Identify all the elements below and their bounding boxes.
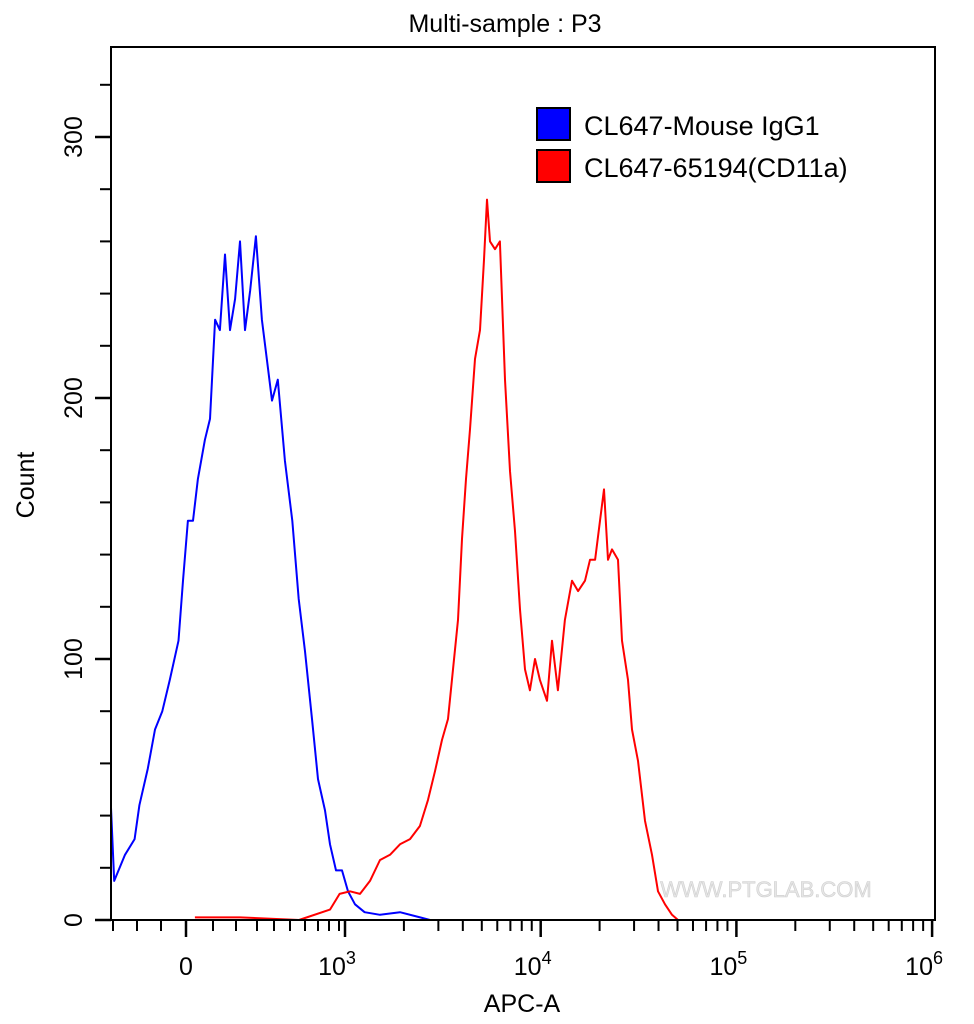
legend: CL647-Mouse IgG1 CL647-65194(CD11a) — [536, 107, 848, 183]
x-tick-label: 105 — [709, 948, 747, 981]
x-axis-label: APC-A — [484, 990, 561, 1018]
x-tick-label: 103 — [318, 948, 356, 981]
y-tick-label: 200 — [60, 377, 88, 419]
series-line-2 — [194, 198, 679, 921]
y-tick-label: 300 — [60, 116, 88, 158]
legend-swatch — [536, 107, 571, 141]
plot-frame — [110, 46, 936, 921]
x-tick-label: 106 — [905, 948, 943, 981]
legend-label: CL647-Mouse IgG1 — [584, 111, 820, 141]
series-line-1 — [110, 235, 431, 921]
chart-title: Multi-sample : P3 — [408, 10, 601, 38]
y-tick-label: 100 — [60, 638, 88, 680]
legend-label: CL647-65194(CD11a) — [584, 153, 848, 183]
y-axis: 0 100 200 300 — [60, 83, 111, 927]
y-tick-label: 0 — [60, 913, 88, 927]
x-tick-label: 0 — [179, 953, 193, 981]
y-axis-label: Count — [12, 452, 40, 519]
legend-swatch — [536, 149, 571, 183]
x-tick-label: 104 — [514, 948, 552, 981]
watermark: WWW.PTGLAB.COM — [660, 877, 871, 902]
x-axis: 0 103 104 105 106 — [112, 920, 943, 981]
plot-area — [110, 198, 679, 921]
